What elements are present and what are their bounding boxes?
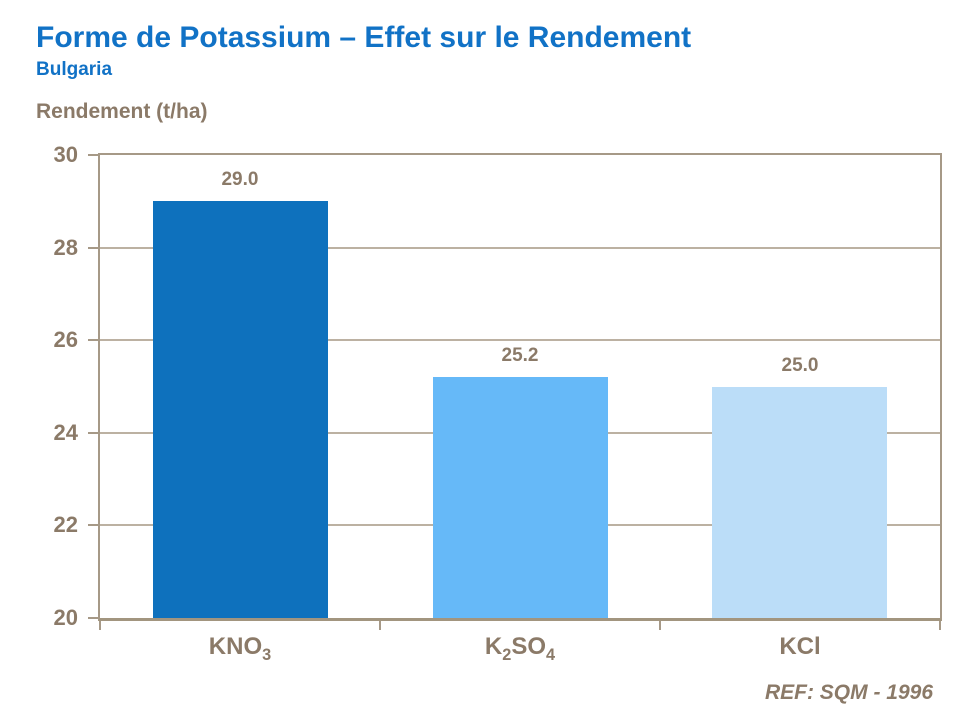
- x-axis-label-k2so4: K2SO4: [484, 633, 556, 664]
- y-tick-label-24: 24: [53, 419, 78, 445]
- y-tick-30: [88, 154, 98, 156]
- bar-k2so4: [432, 377, 608, 618]
- gridline-28: [100, 246, 940, 249]
- x-axis-label-kcl: KCl: [779, 633, 821, 660]
- bar-value-label-k2so4: 25.2: [501, 345, 539, 367]
- x-tick-0: [99, 621, 101, 630]
- y-tick-label-28: 28: [53, 234, 78, 260]
- gridline-26: [100, 339, 940, 342]
- y-tick-26: [88, 339, 98, 342]
- x-axis-label-kno3: KNO3: [208, 633, 272, 664]
- y-axis-title: Rendement (t/ha): [36, 100, 208, 123]
- y-tick-label-26: 26: [53, 327, 78, 353]
- chart-plot-area: 30 28 26 24 22 20 29.0 KNO3 25.2 K2SO4 25.0 KCl: [54, 143, 942, 663]
- page-subtitle: Bulgaria: [36, 59, 113, 80]
- y-tick-label-22: 22: [53, 512, 78, 538]
- y-tick-24: [88, 431, 98, 434]
- page-title: Forme de Potassium – Effet sur le Rendem…: [36, 21, 692, 54]
- x-tick-2: [658, 621, 661, 630]
- bar-value-label-kno3: 29.0: [221, 169, 259, 191]
- bar-kcl: [712, 386, 888, 618]
- x-tick-1: [378, 621, 381, 630]
- y-tick-20: [88, 617, 98, 619]
- reference-note: REF: SQM - 1996: [764, 681, 933, 704]
- bar-value-label-kcl: 25.0: [781, 354, 819, 376]
- bar-kno3: [152, 201, 328, 618]
- y-tick-22: [88, 524, 98, 527]
- y-tick-label-20: 20: [53, 605, 78, 630]
- x-tick-3: [939, 621, 941, 630]
- y-tick-label-30: 30: [53, 142, 78, 167]
- y-tick-28: [88, 246, 98, 249]
